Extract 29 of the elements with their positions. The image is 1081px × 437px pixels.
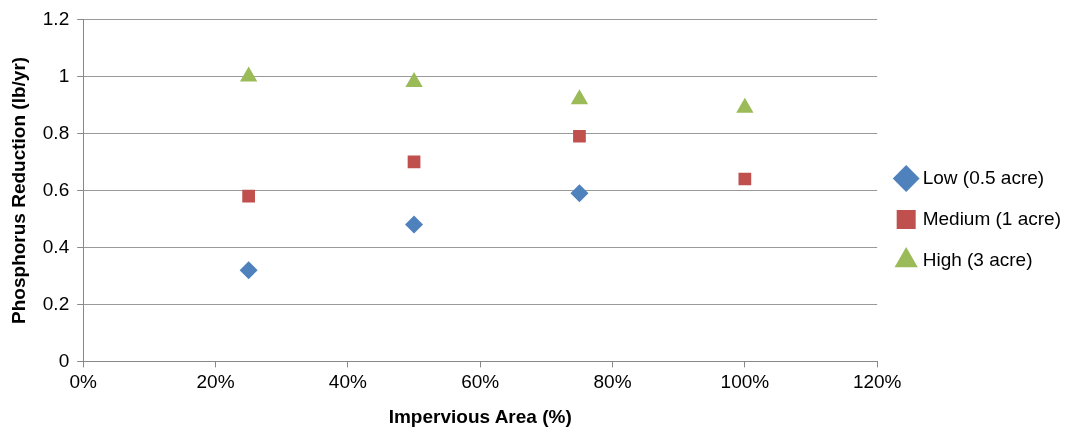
legend-label: Medium (1 acre) xyxy=(922,207,1062,229)
y-tick-label: 0.6 xyxy=(42,178,70,200)
y-tick-label: 0.8 xyxy=(42,121,70,143)
point xyxy=(573,129,586,143)
point xyxy=(570,89,589,105)
x-tick-label: 60% xyxy=(461,371,500,393)
x-axis-title: Impervious Area (%) xyxy=(388,405,572,427)
x-tick-label: 0% xyxy=(69,371,98,393)
point xyxy=(405,72,423,88)
y-tick-label: 1 xyxy=(58,64,70,86)
y-tick-label: 0 xyxy=(58,349,70,371)
x-tick-label: 20% xyxy=(196,371,235,393)
point xyxy=(242,189,255,203)
x-tick-label: 80% xyxy=(593,371,632,393)
point xyxy=(736,97,754,113)
legend-label: Low (0.5 acre) xyxy=(922,166,1045,188)
point xyxy=(239,66,258,82)
x-tick-label: 100% xyxy=(720,371,770,393)
y-tick-label: 0.2 xyxy=(42,292,70,314)
x-tick-label: 40% xyxy=(328,371,367,393)
point xyxy=(570,184,589,203)
y-tick-label: 1.2 xyxy=(42,7,70,29)
legend-label: High (3 acre) xyxy=(922,248,1033,270)
y-tick-label: 0.4 xyxy=(42,235,70,257)
point xyxy=(405,215,424,234)
x-tick-label: 120% xyxy=(852,371,902,393)
point xyxy=(239,261,258,280)
point xyxy=(738,172,752,186)
y-axis-title: Phosphorus Reduction (lb/yr) xyxy=(7,56,29,324)
